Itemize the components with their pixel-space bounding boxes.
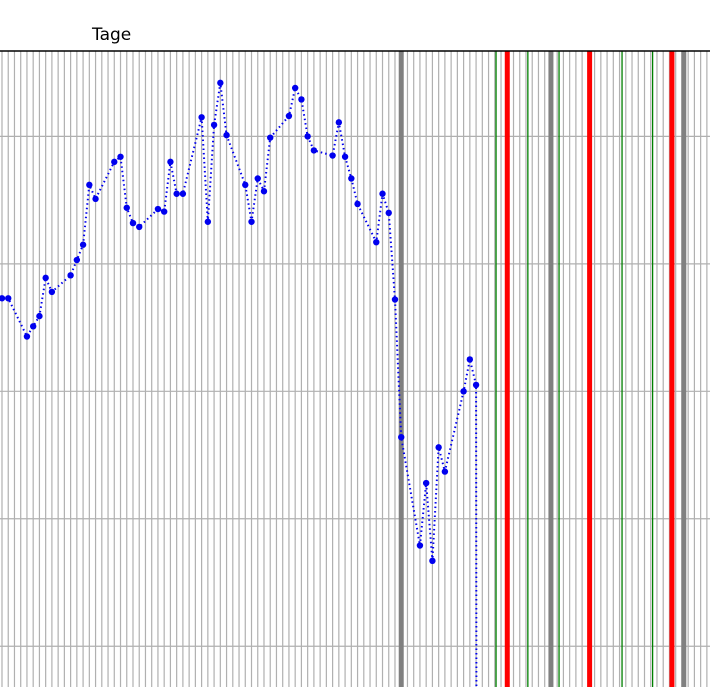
data-point	[0, 295, 6, 302]
data-point	[298, 96, 305, 103]
data-point	[111, 158, 118, 166]
data-point	[79, 241, 87, 248]
data-point	[348, 175, 355, 182]
series	[0, 79, 480, 687]
data-point	[36, 312, 43, 320]
data-point	[416, 542, 424, 549]
data-point	[129, 219, 137, 227]
data-point	[210, 121, 218, 129]
data-point	[123, 204, 130, 211]
data-point	[285, 112, 293, 120]
chart-title: Tage	[92, 25, 132, 45]
data-point	[67, 272, 74, 279]
data-point	[466, 356, 474, 363]
data-point	[354, 200, 361, 208]
data-point	[242, 181, 249, 189]
data-point	[154, 205, 162, 213]
data-point	[5, 295, 12, 302]
data-point	[173, 190, 180, 197]
data-point	[248, 218, 255, 225]
data-point	[385, 209, 392, 217]
data-point	[304, 133, 311, 140]
data-point	[92, 195, 99, 203]
data-point	[472, 381, 480, 389]
data-point	[136, 223, 143, 231]
data-point	[29, 323, 37, 330]
data-point	[335, 119, 343, 126]
data-point	[179, 190, 187, 197]
data-point	[267, 134, 274, 141]
data-point	[117, 153, 124, 160]
data-point	[254, 175, 261, 182]
data-point	[379, 190, 386, 197]
data-point	[204, 218, 212, 225]
data-point	[422, 479, 430, 487]
data-point	[329, 152, 336, 159]
series-line	[1, 82, 478, 687]
vertical-markers	[398, 51, 687, 687]
data-point	[341, 153, 349, 160]
data-point	[23, 333, 31, 340]
data-point	[217, 79, 224, 87]
data-point	[167, 158, 174, 166]
data-point	[460, 388, 467, 395]
grid	[0, 51, 710, 687]
data-point	[398, 433, 405, 441]
data-point	[291, 84, 299, 92]
data-point	[48, 288, 56, 296]
data-point	[373, 238, 380, 246]
data-point	[160, 208, 168, 215]
data-point	[260, 188, 268, 195]
data-point	[86, 181, 93, 189]
data-point	[73, 256, 81, 264]
data-point	[429, 557, 436, 565]
data-point	[391, 296, 399, 303]
data-point	[42, 274, 49, 282]
data-point	[223, 131, 230, 139]
data-point	[435, 444, 442, 451]
data-point	[310, 147, 318, 154]
data-point	[198, 114, 205, 121]
data-point	[441, 468, 449, 475]
